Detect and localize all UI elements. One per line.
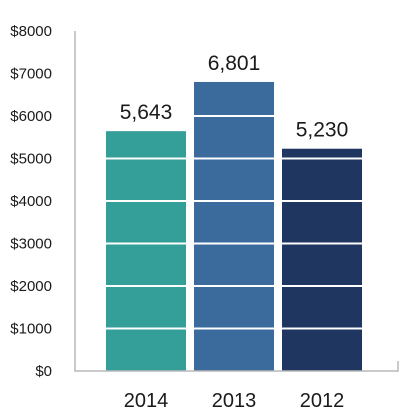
y-tick-label: $3000 xyxy=(10,236,52,253)
value-label-2013: 6,801 xyxy=(208,52,261,75)
y-tick-label: $2000 xyxy=(10,278,52,295)
bar-2013 xyxy=(194,81,274,372)
y-tick-label: $1000 xyxy=(10,321,52,338)
bar-2012 xyxy=(282,148,362,371)
y-tick-label: $5000 xyxy=(10,151,52,168)
category-label-2013: 2013 xyxy=(212,390,257,412)
value-label-2012: 5,230 xyxy=(296,119,349,142)
category-label-2014: 2014 xyxy=(124,390,169,412)
bar-2014 xyxy=(106,131,186,371)
y-tick-label: $7000 xyxy=(10,66,52,83)
y-tick-label: $6000 xyxy=(10,108,52,125)
axis-frame xyxy=(74,31,399,372)
category-label-2012: 2012 xyxy=(300,390,345,412)
y-tick-label: $8000 xyxy=(10,23,52,40)
y-axis-ticks: $0 $1000 $2000 $3000 $4000 $5000 $6000 $7000 $80… xyxy=(10,23,52,380)
bar-gridlines xyxy=(106,115,362,330)
y-tick-label: $4000 xyxy=(10,193,52,210)
bars xyxy=(106,81,362,372)
value-label-2014: 5,643 xyxy=(120,101,173,124)
value-labels: 5,643 6,801 5,230 xyxy=(120,52,349,142)
y-tick-label: $0 xyxy=(35,363,52,380)
x-axis-category-labels: 2014 2013 2012 xyxy=(124,390,345,412)
